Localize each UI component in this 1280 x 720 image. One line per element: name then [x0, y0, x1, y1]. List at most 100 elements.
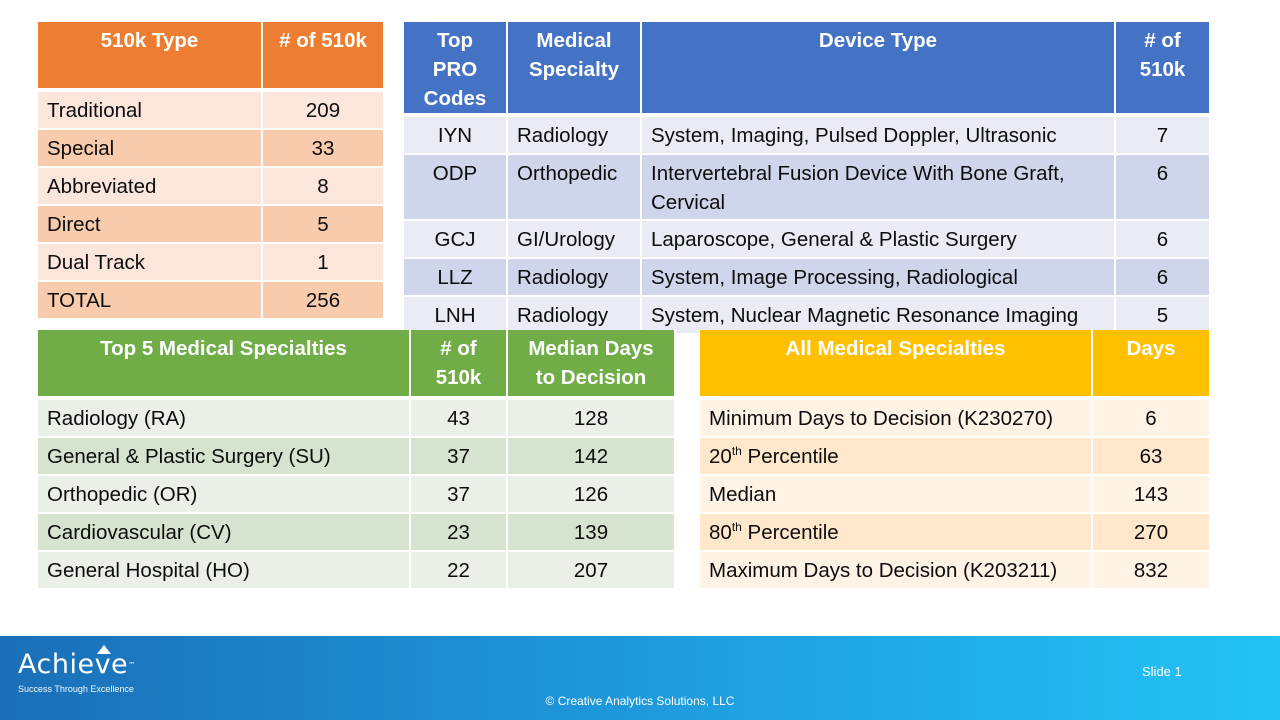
count-cell: 6	[1115, 154, 1211, 221]
specialty-cell: General & Plastic Surgery (SU)	[38, 437, 411, 476]
count-cell: 1	[262, 243, 385, 282]
metric-label: 80	[709, 520, 732, 544]
achieve-logo: Achieve™ Success Through Excellence	[18, 645, 136, 694]
column-header: 510k Type	[38, 22, 263, 92]
median-cell: 142	[507, 437, 676, 476]
specialty-cell: GI/Urology	[507, 220, 642, 259]
footer-bar: Achieve™ Success Through Excellence © Cr…	[0, 636, 1280, 720]
metric-label-rest: Percentile	[741, 444, 839, 468]
table-row: Orthopedic (OR) 37 126	[38, 475, 676, 514]
copyright-text: © Creative Analytics Solutions, LLC	[545, 694, 735, 708]
type-cell: Dual Track	[38, 243, 263, 282]
count-cell: 37	[410, 475, 508, 514]
count-cell: 209	[262, 90, 385, 130]
column-header: Top 5 Medical Specialties	[38, 330, 411, 400]
metric-cell: Maximum Days to Decision (K203211)	[700, 551, 1093, 590]
type-cell: Direct	[38, 205, 263, 244]
metric-label: Minimum Days to Decision (K230270)	[709, 406, 1054, 430]
table-row: GCJ GI/Urology Laparoscope, General & Pl…	[404, 220, 1211, 259]
table-row: General & Plastic Surgery (SU) 37 142	[38, 437, 676, 476]
days-cell: 143	[1092, 475, 1211, 514]
table-row: ODP Orthopedic Intervertebral Fusion Dev…	[404, 154, 1211, 221]
days-cell: 270	[1092, 513, 1211, 552]
count-cell: 256	[262, 281, 385, 320]
days-cell: 832	[1092, 551, 1211, 590]
table-row: Abbreviated 8	[38, 167, 385, 206]
count-cell: 5	[1115, 296, 1211, 335]
metric-label: Maximum Days to Decision (K203211)	[709, 558, 1058, 582]
column-header: Top PRO Codes	[404, 22, 508, 117]
device-cell: System, Nuclear Magnetic Resonance Imagi…	[641, 296, 1116, 335]
metric-label: 20	[709, 444, 732, 468]
specialty-cell: General Hospital (HO)	[38, 551, 411, 590]
table-row: IYN Radiology System, Imaging, Pulsed Do…	[404, 115, 1211, 155]
count-cell: 33	[262, 129, 385, 168]
trademark-symbol: ™	[128, 661, 136, 669]
type-cell: Traditional	[38, 90, 263, 130]
top-product-codes-table: Top PRO Codes Medical Specialty Device T…	[404, 22, 1211, 335]
count-cell: 8	[262, 167, 385, 206]
all-specialties-days-table: All Medical Specialties Days Minimum Day…	[700, 330, 1211, 590]
logo-peak-icon	[97, 645, 111, 654]
specialty-cell: Cardiovascular (CV)	[38, 513, 411, 552]
table-row: LLZ Radiology System, Image Processing, …	[404, 258, 1211, 297]
device-cell: Laparoscope, General & Plastic Surgery	[641, 220, 1116, 259]
code-cell: LLZ	[404, 258, 508, 297]
code-cell: GCJ	[404, 220, 508, 259]
code-cell: ODP	[404, 154, 508, 221]
specialty-cell: Radiology (RA)	[38, 398, 411, 438]
specialty-cell: Radiology	[507, 296, 642, 335]
table-row: Dual Track 1	[38, 243, 385, 282]
count-cell: 43	[410, 398, 508, 438]
column-header: Days	[1092, 330, 1211, 400]
table-header-row: All Medical Specialties Days	[700, 330, 1211, 400]
top-specialties-table: Top 5 Medical Specialties # of 510k Medi…	[38, 330, 676, 590]
column-header: # of 510k	[410, 330, 508, 400]
slide-number: Slide 1	[1142, 664, 1182, 679]
type-cell: TOTAL	[38, 281, 263, 320]
device-cell: Intervertebral Fusion Device With Bone G…	[641, 154, 1116, 221]
specialty-cell: Radiology	[507, 115, 642, 155]
table-row: Direct 5	[38, 205, 385, 244]
column-header: All Medical Specialties	[700, 330, 1093, 400]
table-row: Radiology (RA) 43 128	[38, 398, 676, 438]
table-row: Median 143	[700, 475, 1211, 514]
specialty-cell: Orthopedic (OR)	[38, 475, 411, 514]
metric-cell: 80th Percentile	[700, 513, 1093, 552]
logo-tagline: Success Through Excellence	[18, 684, 134, 694]
table-header-row: Top PRO Codes Medical Specialty Device T…	[404, 22, 1211, 117]
table-row: Traditional 209	[38, 90, 385, 130]
count-cell: 7	[1115, 115, 1211, 155]
count-cell: 22	[410, 551, 508, 590]
table-row: Cardiovascular (CV) 23 139	[38, 513, 676, 552]
metric-label-rest: Percentile	[741, 520, 839, 544]
table-row: Maximum Days to Decision (K203211) 832	[700, 551, 1211, 590]
table-row: 20th Percentile 63	[700, 437, 1211, 476]
metric-label: Median	[709, 482, 777, 506]
metric-suffix: th	[731, 519, 742, 534]
table-row: General Hospital (HO) 22 207	[38, 551, 676, 590]
table-row: TOTAL 256	[38, 281, 385, 320]
type-cell: Special	[38, 129, 263, 168]
column-header: # of 510k	[1115, 22, 1211, 117]
code-cell: IYN	[404, 115, 508, 155]
median-cell: 139	[507, 513, 676, 552]
column-header: Median Days to Decision	[507, 330, 676, 400]
table-row: LNH Radiology System, Nuclear Magnetic R…	[404, 296, 1211, 335]
specialty-cell: Orthopedic	[507, 154, 642, 221]
table-header-row: Top 5 Medical Specialties # of 510k Medi…	[38, 330, 676, 400]
table-row: Special 33	[38, 129, 385, 168]
count-cell: 37	[410, 437, 508, 476]
code-cell: LNH	[404, 296, 508, 335]
median-cell: 128	[507, 398, 676, 438]
device-cell: System, Imaging, Pulsed Doppler, Ultraso…	[641, 115, 1116, 155]
median-cell: 207	[507, 551, 676, 590]
days-cell: 63	[1092, 437, 1211, 476]
column-header: # of 510k	[262, 22, 385, 92]
metric-cell: Median	[700, 475, 1093, 514]
column-header: Device Type	[641, 22, 1116, 117]
logo-wordmark: Achieve	[18, 649, 129, 680]
510k-type-table: 510k Type # of 510k Traditional 209 Speci…	[38, 22, 385, 320]
device-cell: System, Image Processing, Radiological	[641, 258, 1116, 297]
count-cell: 23	[410, 513, 508, 552]
